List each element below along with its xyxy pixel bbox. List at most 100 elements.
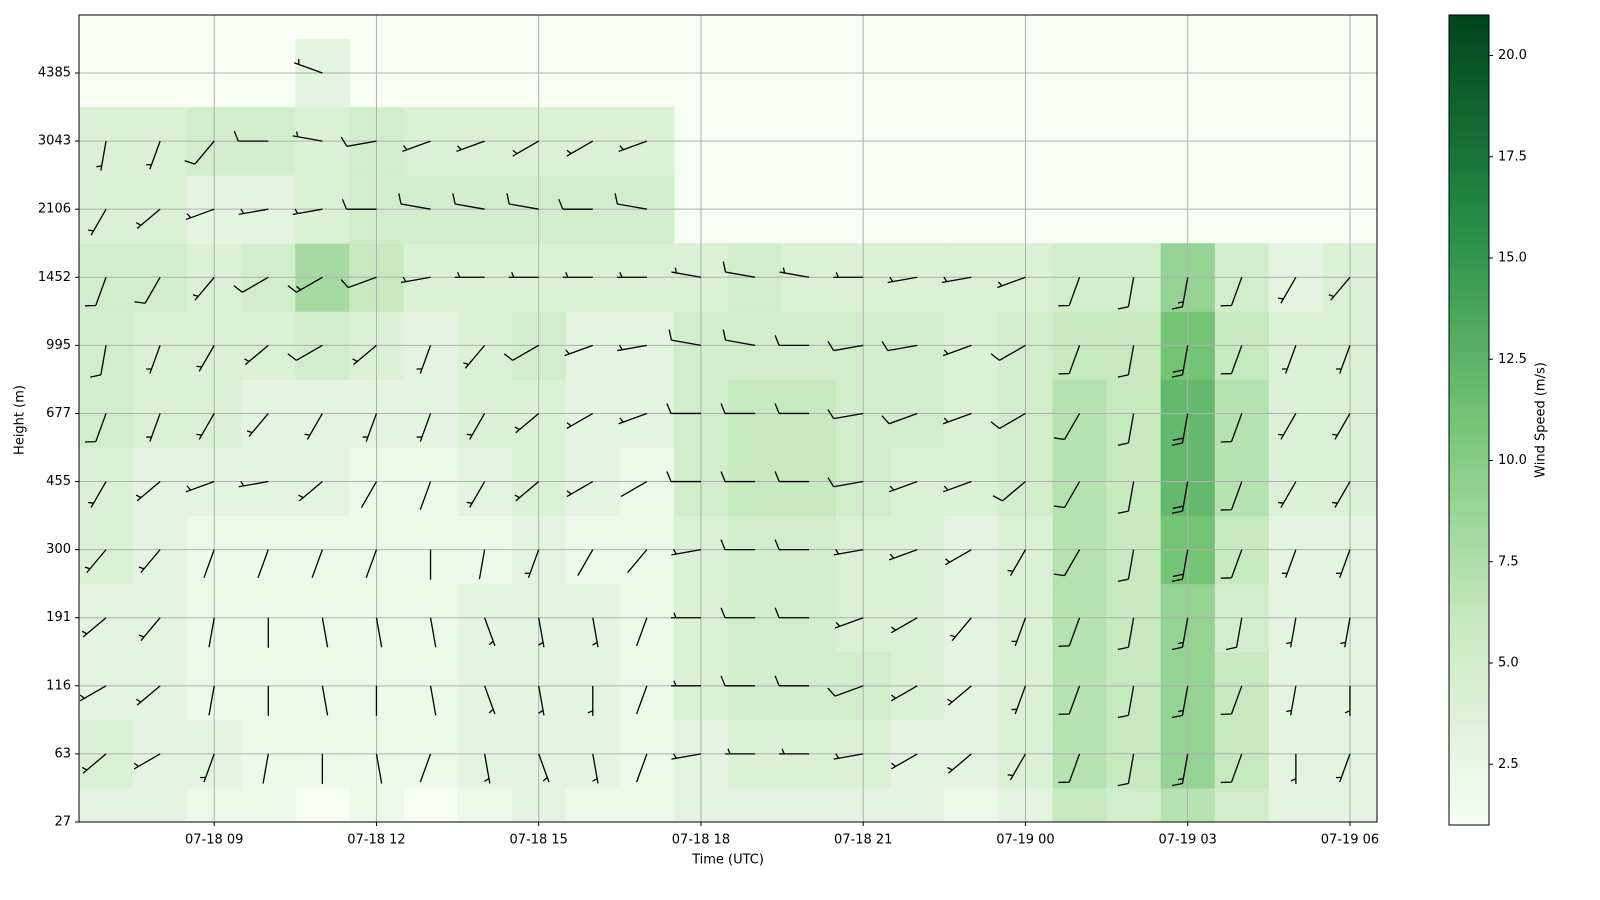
wind-barb — [362, 413, 378, 442]
wind-barb — [538, 753, 550, 783]
heatmap-cell — [619, 787, 675, 822]
wind-barb — [722, 261, 756, 278]
wind-barb — [1332, 481, 1351, 508]
wind-barb — [90, 345, 107, 378]
heatmap-cell — [1214, 787, 1270, 822]
wind-barb — [398, 193, 431, 210]
wind-barb — [592, 617, 599, 648]
colorbar-tick-label: 12.5 — [1498, 352, 1527, 367]
wind-barb — [200, 753, 215, 783]
wind-barb — [1058, 685, 1081, 715]
y-tick-label: 27 — [54, 815, 71, 830]
wind-barb — [524, 549, 540, 579]
wind-barb — [666, 403, 701, 415]
wind-barb — [1117, 549, 1135, 583]
wind-barb — [646, 821, 647, 822]
wind-barb — [618, 412, 648, 425]
heatmap-cell — [1106, 787, 1162, 822]
wind-barb — [360, 481, 378, 508]
wind-barb — [881, 341, 918, 352]
wind-barb — [365, 549, 378, 579]
plot-frame — [78, 14, 1378, 823]
wind-barb — [185, 208, 215, 221]
wind-barbs — [79, 59, 1351, 852]
colorbar-tick-label: 10.0 — [1498, 453, 1527, 468]
wind-barb — [375, 753, 383, 784]
y-tick-label: 455 — [46, 474, 71, 489]
wind-barb — [135, 208, 161, 229]
wind-barb — [1007, 753, 1027, 781]
wind-barb — [592, 821, 594, 822]
wind-barb — [321, 685, 329, 716]
wind-barb — [627, 549, 648, 574]
colorbar-tick-label: 17.5 — [1498, 149, 1527, 164]
wind-barb — [942, 412, 972, 425]
wind-barb — [1053, 413, 1081, 441]
wind-barb — [915, 821, 918, 822]
wind-barb — [138, 549, 161, 574]
wind-barb — [185, 480, 215, 493]
wind-barb — [146, 413, 161, 442]
wind-barb — [1117, 481, 1135, 514]
wind-barb — [881, 412, 918, 425]
wind-barb — [827, 685, 864, 697]
wind-barb — [1277, 276, 1297, 304]
wind-barb — [463, 344, 486, 369]
wind-barb — [429, 617, 437, 648]
wind-barb — [1286, 617, 1297, 648]
wind-barb — [1171, 753, 1189, 787]
wind-barb — [888, 480, 918, 493]
wind-barb — [233, 276, 269, 293]
wind-barb — [84, 413, 107, 443]
colorbar-tick-label: 20.0 — [1498, 48, 1527, 63]
wind-barb — [298, 481, 323, 502]
wind-barb — [146, 140, 161, 170]
wind-barb — [1053, 481, 1081, 509]
wind-barb — [138, 617, 161, 642]
wind-barb — [1011, 617, 1027, 647]
wind-barb — [945, 549, 972, 566]
wind-barb — [466, 413, 486, 440]
wind-barb — [262, 753, 269, 784]
colorbar — [1448, 14, 1490, 826]
wind-barb — [720, 675, 756, 687]
wind-barb — [304, 413, 323, 440]
wind-barb — [133, 753, 161, 770]
wind-barb — [203, 549, 215, 579]
wind-barb — [990, 344, 1026, 361]
wind-barb — [566, 412, 594, 430]
wind-barb — [1290, 753, 1297, 784]
wind-barb — [1171, 549, 1189, 583]
wind-barb — [1336, 753, 1351, 783]
wind-barb — [827, 341, 864, 352]
x-tick-label: 07-18 09 — [185, 833, 243, 848]
wind-barb — [429, 685, 437, 716]
axes: 27 63 116 191 300 455 677 995 1452 2106 3043 4385 07… — [38, 48, 1527, 848]
wind-barb — [1291, 822, 1296, 852]
wind-barb — [1132, 821, 1134, 822]
wind-barb — [887, 276, 918, 284]
wind-barb — [671, 753, 702, 760]
wind-barb — [942, 480, 972, 493]
wind-barb — [484, 685, 496, 715]
wind-barb — [774, 539, 810, 551]
wind-barb — [341, 198, 377, 210]
wind-barb — [990, 412, 1026, 430]
wind-barb — [1220, 413, 1243, 443]
heatmap-cell — [1268, 787, 1324, 822]
wind-barb — [238, 208, 269, 216]
heatmap-cell — [728, 787, 783, 822]
wind-barb — [292, 131, 323, 142]
wind-barb — [454, 272, 485, 278]
wind-barb — [781, 821, 810, 822]
wind-barb — [484, 617, 496, 647]
x-tick-label: 07-18 12 — [347, 833, 405, 848]
y-tick-label: 63 — [54, 746, 71, 761]
wind-barb — [1171, 617, 1189, 651]
wind-barb — [1344, 685, 1351, 716]
heatmap-cell — [241, 787, 296, 822]
wind-barb — [720, 403, 756, 415]
wind-barb — [293, 59, 323, 74]
wind-barb — [942, 344, 972, 357]
